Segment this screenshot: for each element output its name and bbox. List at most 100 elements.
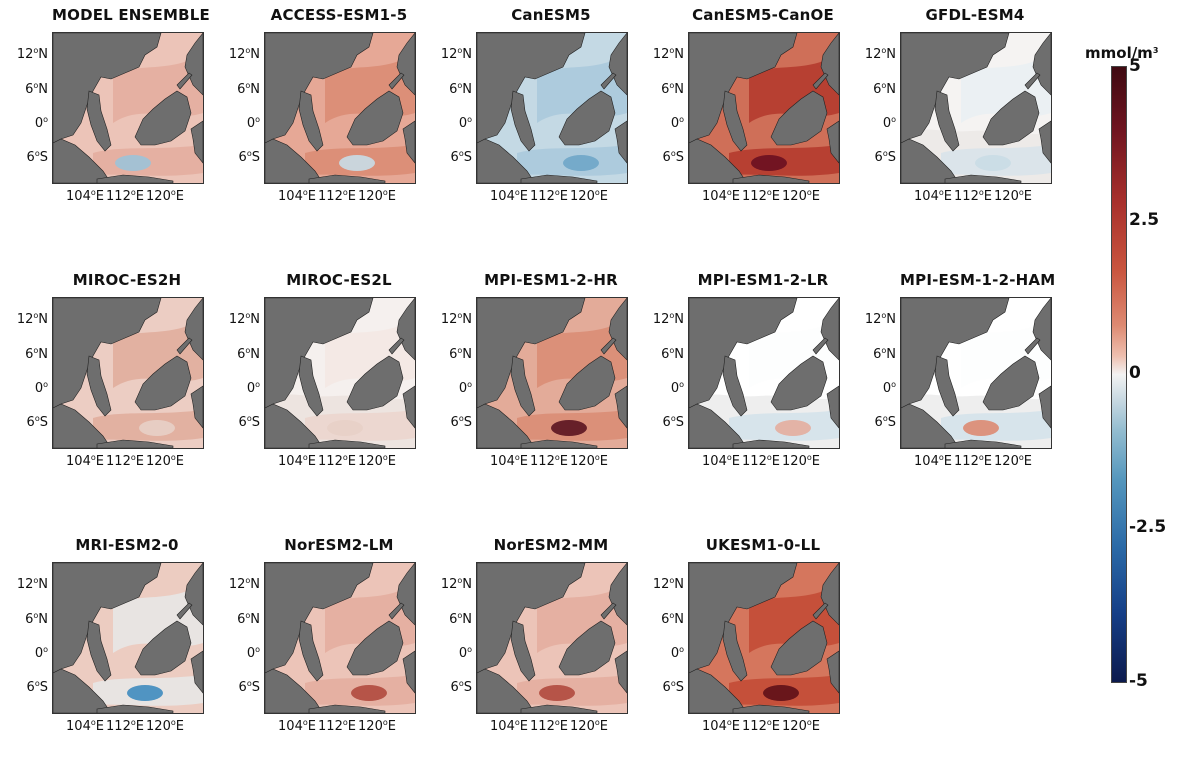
- map-plot: [53, 33, 203, 183]
- malay-peninsula-land: [722, 620, 748, 682]
- panel-title: MODEL ENSEMBLE: [52, 6, 210, 24]
- sulawesi-land: [614, 120, 627, 164]
- latitude-tick-label: 0o: [246, 380, 260, 397]
- longitude-tick-label: 120oE: [358, 453, 396, 470]
- malay-peninsula-land: [510, 90, 536, 152]
- anomaly-hotspot: [339, 155, 375, 171]
- map-panel: MPI-ESM1-2-LR 12oN 6oN 0o 6oS 104oE 112oE 120oE: [636, 265, 846, 505]
- sumatra-land: [265, 138, 324, 183]
- borneo-land: [346, 90, 404, 146]
- latitude-tick-label: 6oS: [662, 414, 684, 431]
- map-plot: [265, 298, 415, 448]
- map-plot: [477, 298, 627, 448]
- latitude-tick-label: 6oS: [26, 149, 48, 166]
- longitude-tick-label: 120oE: [146, 188, 184, 205]
- longitude-tick-label: 104oE: [914, 453, 952, 470]
- sumatra-land: [901, 138, 960, 183]
- map-plot: [689, 563, 839, 713]
- panel-title: MPI-ESM-1-2-HAM: [900, 271, 1056, 289]
- borneo-land: [346, 355, 404, 411]
- longitude-tick-label: 104oE: [278, 718, 316, 735]
- longitude-tick-label: 120oE: [994, 453, 1032, 470]
- indochina-land: [265, 33, 374, 146]
- latitude-tick-label: 12oN: [16, 46, 48, 63]
- palawan-land: [600, 337, 617, 355]
- palawan-land: [388, 337, 405, 355]
- panel-title: UKESM1-0-LL: [705, 536, 821, 554]
- latitude-tick-label: 6oN: [237, 81, 260, 98]
- malay-peninsula-land: [722, 90, 748, 152]
- indochina-land: [477, 33, 586, 146]
- indochina-land: [689, 33, 798, 146]
- indochina-land: [53, 563, 162, 676]
- map-panel: MIROC-ES2L 12oN 6oN 0o 6oS 104oE 112oE 120oE: [212, 265, 422, 505]
- latitude-tick-label: 0o: [34, 645, 48, 662]
- palawan-land: [600, 602, 617, 620]
- latitude-tick-label: 6oS: [450, 149, 472, 166]
- latitude-tick-label: 12oN: [228, 576, 260, 593]
- latitude-tick-label: 6oS: [662, 679, 684, 696]
- philippines-land: [1032, 33, 1051, 96]
- colorbar-tick: -5: [1129, 671, 1148, 691]
- latitude-tick-label: 12oN: [440, 46, 472, 63]
- map-plot: [265, 33, 415, 183]
- latitude-tick-label: 6oS: [874, 149, 896, 166]
- latitude-tick-label: 0o: [34, 115, 48, 132]
- map-panel: GFDL-ESM4 12oN 6oN 0o 6oS 104oE 112oE 120oE: [848, 0, 1058, 240]
- java-land: [96, 439, 174, 448]
- palawan-land: [1024, 337, 1041, 355]
- sumatra-land: [53, 138, 112, 183]
- sumatra-land: [901, 403, 960, 448]
- borneo-land: [134, 90, 192, 146]
- map-frame: [264, 562, 416, 714]
- panel-title: CanESM5: [511, 6, 591, 24]
- palawan-land: [388, 602, 405, 620]
- longitude-tick-label: 112oE: [742, 453, 780, 470]
- philippines-land: [820, 33, 839, 96]
- latitude-tick-label: 6oN: [25, 81, 48, 98]
- java-land: [308, 704, 386, 713]
- map-frame: [52, 562, 204, 714]
- anomaly-hotspot: [115, 155, 151, 171]
- latitude-tick-label: 12oN: [16, 576, 48, 593]
- latitude-tick-label: 6oN: [449, 611, 472, 628]
- map-plot: [477, 33, 627, 183]
- latitude-tick-label: 12oN: [440, 576, 472, 593]
- sulawesi-land: [1038, 385, 1051, 429]
- sulawesi-land: [826, 385, 839, 429]
- malay-peninsula-land: [722, 355, 748, 417]
- map-frame: [688, 297, 840, 449]
- java-land: [520, 439, 598, 448]
- latitude-tick-label: 0o: [670, 380, 684, 397]
- longitude-tick-label: 112oE: [106, 453, 144, 470]
- latitude-tick-label: 6oN: [25, 346, 48, 363]
- map-frame: [264, 297, 416, 449]
- longitude-tick-label: 112oE: [530, 718, 568, 735]
- longitude-tick-label: 120oE: [782, 718, 820, 735]
- sulawesi-land: [190, 120, 203, 164]
- panel-title: ACCESS-ESM1-5: [270, 6, 408, 24]
- map-plot: [53, 298, 203, 448]
- anomaly-hotspot: [775, 420, 811, 436]
- latitude-tick-label: 0o: [458, 645, 472, 662]
- map-plot: [901, 33, 1051, 183]
- longitude-tick-label: 112oE: [106, 718, 144, 735]
- indochina-land: [689, 563, 798, 676]
- sumatra-land: [265, 668, 324, 713]
- malay-peninsula-land: [86, 90, 112, 152]
- sumatra-land: [689, 138, 748, 183]
- malay-peninsula-land: [298, 90, 324, 152]
- map-plot: [689, 298, 839, 448]
- longitude-tick-label: 104oE: [702, 718, 740, 735]
- colorbar-tick: 2.5: [1129, 210, 1160, 230]
- panel-title: NorESM2-LM: [284, 536, 394, 554]
- palawan-land: [176, 337, 193, 355]
- longitude-tick-label: 120oE: [358, 718, 396, 735]
- latitude-tick-label: 6oN: [449, 81, 472, 98]
- latitude-tick-label: 0o: [246, 645, 260, 662]
- map-panel: MPI-ESM-1-2-HAM 12oN 6oN 0o 6oS 104oE 112oE 120…: [848, 265, 1058, 505]
- indochina-land: [901, 33, 1010, 146]
- longitude-tick-label: 112oE: [530, 188, 568, 205]
- latitude-tick-label: 12oN: [864, 311, 896, 328]
- colorbar: mmol/m3 5 2.5 0 -2.5 -5: [1085, 30, 1179, 720]
